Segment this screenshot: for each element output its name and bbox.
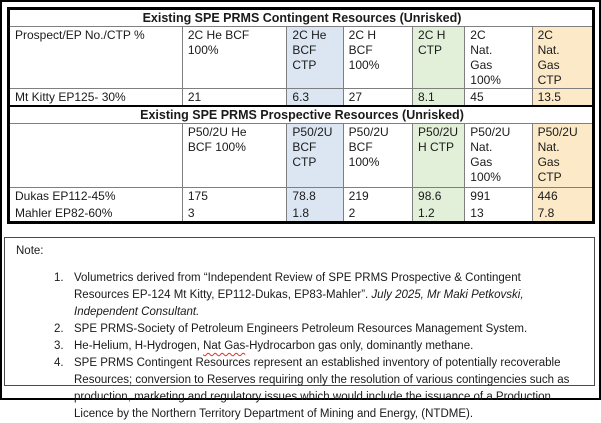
header-p50-natgas-100: P50/2U Nat. Gas 100% [464, 123, 533, 188]
note-item-2-number: 2. [54, 323, 64, 335]
cell-mt-kitty-natgas-100: 45 [464, 88, 533, 107]
header-2c-he-bcf-ctp: 2C He BCF CTP [286, 26, 344, 89]
cell-mt-kitty-natgas-ctp: 13.5 [531, 88, 595, 107]
cell-dukas-bcf-ctp: 78.8 [286, 187, 344, 205]
prospective-header-row: P50/2U He BCF 100% P50/2U BCF CTP P50/2U… [8, 123, 595, 188]
cell-dukas-natgas-ctp: 446 [531, 187, 595, 205]
note-item-3-text-pre: He-Helium, H-Hydrogen, [74, 340, 204, 352]
cell-dukas-h-ctp: 98.6 [412, 187, 466, 205]
note-label: Note: [16, 245, 44, 257]
note-list: 1. Volumetrics derived from “Independent… [5, 270, 570, 423]
note-item-1-text: Volumetrics derived from “Independent Re… [74, 272, 521, 301]
header-p50-bcf-ctp: P50/2U BCF CTP [286, 123, 344, 188]
header-prospect-ep-ctp: Prospect/EP No./CTP % [8, 26, 183, 89]
row-mahler: Mahler EP82-60% 3 1.8 2 1.2 13 7.8 [8, 204, 595, 223]
cell-mahler-he-100: 3 [181, 204, 288, 223]
note-item-4: 4. SPE PRMS Contingent Resources represe… [5, 355, 570, 423]
note-item-2: 2. SPE PRMS-Society of Petroleum Enginee… [5, 321, 570, 338]
header-blank [8, 123, 183, 188]
note-item-4-text: SPE PRMS Contingent Resources represent … [74, 357, 570, 420]
cell-mahler-h-ctp: 1.2 [412, 204, 466, 223]
page-border [0, 0, 601, 400]
row-dukas: Dukas EP112-45% 175 78.8 219 98.6 991 44… [8, 187, 595, 205]
cell-dukas-label: Dukas EP112-45% [8, 187, 183, 205]
note-item-3: 3. He-Helium, H-Hydrogen, Nat Gas-Hydroc… [5, 338, 570, 355]
header-2c-he-bcf-100: 2C He BCF 100% [181, 26, 288, 89]
note-item-1-citation: July 2025, Mr Maki Petkovski, Independen… [74, 289, 524, 318]
resources-table: Existing SPE PRMS Contingent Resources (… [7, 7, 595, 224]
contingent-title-row: Existing SPE PRMS Contingent Resources (… [8, 8, 594, 27]
note-item-2-text: SPE PRMS-Society of Petroleum Engineers … [74, 323, 528, 335]
cell-mt-kitty-he-ctp: 6.3 [286, 88, 344, 107]
header-2c-h-ctp: 2C H CTP [412, 26, 466, 89]
note-item-3-misspelled-term: Nat Gas [203, 340, 246, 352]
note-item-1: 1. Volumetrics derived from “Independent… [5, 270, 570, 321]
header-2c-natgas-100: 2C Nat. Gas 100% [464, 26, 533, 89]
row-mt-kitty: Mt Kitty EP125- 30% 21 6.3 27 8.1 45 13.… [8, 88, 595, 107]
cell-dukas-natgas-100: 991 [464, 187, 533, 205]
header-2c-h-bcf-100: 2C H BCF 100% [342, 26, 414, 89]
header-p50-h-ctp: P50/2U H CTP [412, 123, 466, 188]
header-p50-natgas-ctp: P50/2U Nat. Gas CTP [531, 123, 595, 188]
note-item-3-text-post: -Hydrocarbon gas only, dominantly methan… [245, 340, 474, 352]
note-item-3-number: 3. [54, 340, 64, 352]
note-item-4-number: 4. [54, 357, 64, 369]
prospective-title-row: Existing SPE PRMS Prospective Resources … [8, 105, 594, 124]
header-2c-natgas-ctp: 2C Nat. Gas CTP [531, 26, 595, 89]
contingent-section-title: Existing SPE PRMS Contingent Resources (… [8, 8, 594, 27]
prospective-section-title: Existing SPE PRMS Prospective Resources … [8, 105, 594, 124]
note-box: Note: 1. Volumetrics derived from “Indep… [4, 237, 595, 420]
header-p50-he-bcf-100: P50/2U He BCF 100% [181, 123, 288, 188]
cell-mt-kitty-h-100: 27 [342, 88, 414, 107]
cell-mahler-label: Mahler EP82-60% [8, 204, 183, 223]
cell-mahler-natgas-100: 13 [464, 204, 533, 223]
contingent-header-row: Prospect/EP No./CTP % 2C He BCF 100% 2C … [8, 26, 595, 89]
cell-mt-kitty-h-ctp: 8.1 [412, 88, 466, 107]
note-item-1-number: 1. [54, 272, 64, 284]
cell-mt-kitty-he-100: 21 [181, 88, 288, 107]
cell-dukas-he-100: 175 [181, 187, 288, 205]
cell-dukas-bcf-100: 219 [342, 187, 414, 205]
cell-mahler-natgas-ctp: 7.8 [531, 204, 595, 223]
cell-mahler-bcf-ctp: 1.8 [286, 204, 344, 223]
cell-mahler-bcf-100: 2 [342, 204, 414, 223]
cell-mt-kitty-label: Mt Kitty EP125- 30% [8, 88, 183, 107]
header-p50-bcf-100: P50/2U BCF 100% [342, 123, 414, 188]
